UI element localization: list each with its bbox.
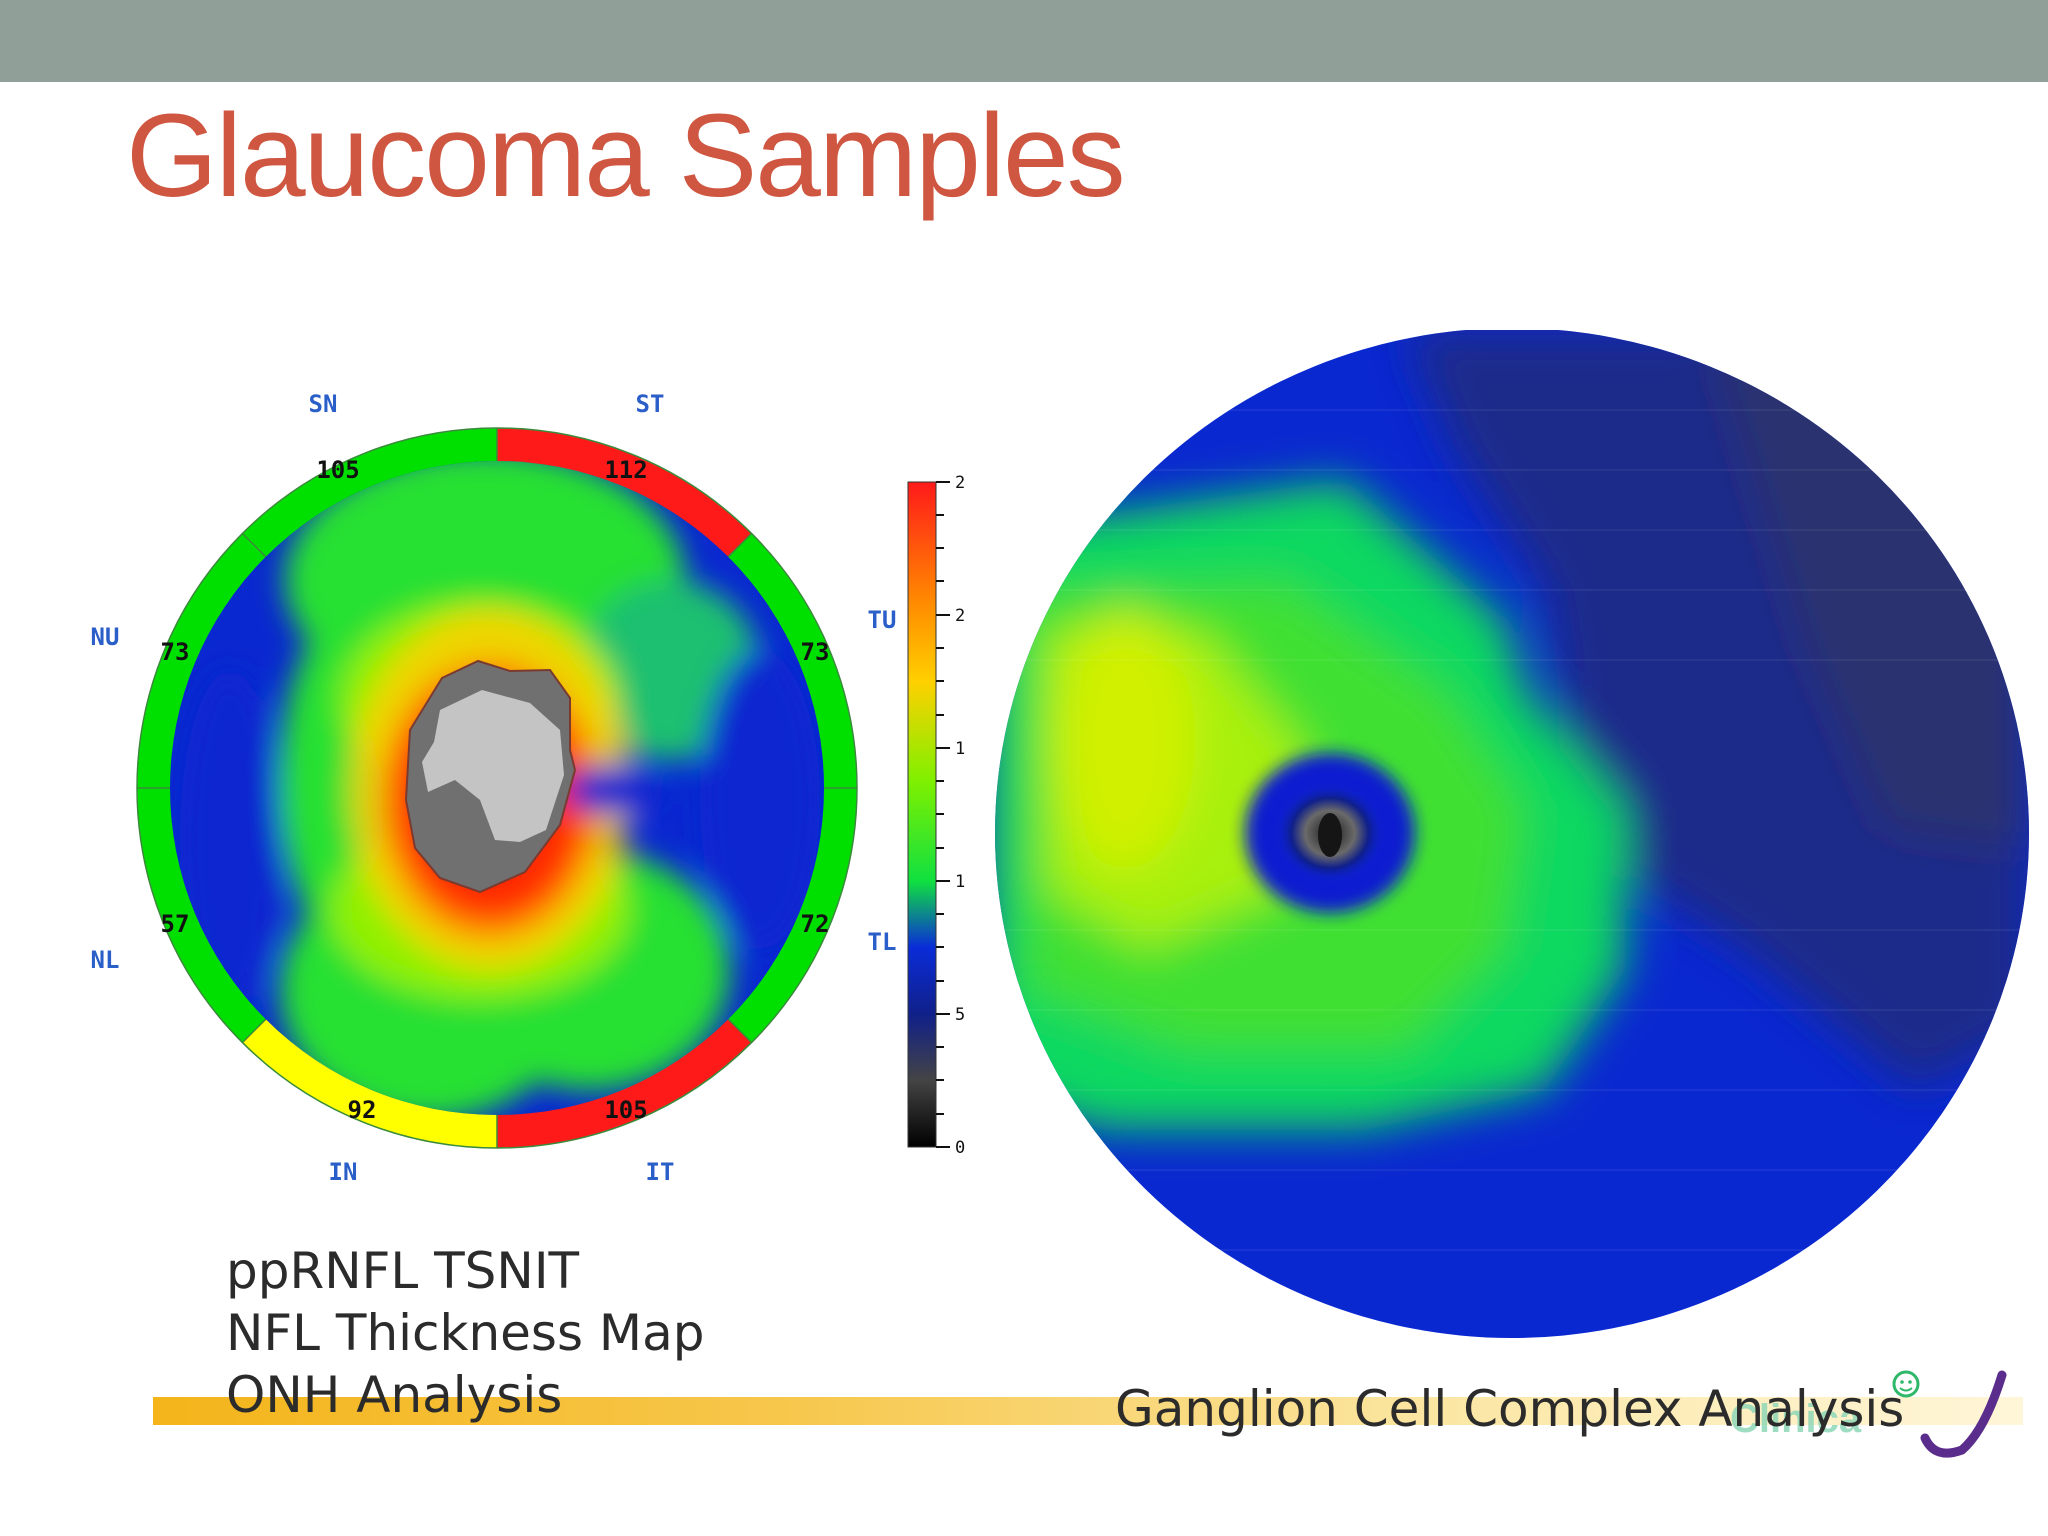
sector-value-nl: 57 [161,910,190,938]
sector-value-sn: 105 [316,456,359,484]
sector-ring [136,427,858,1149]
sector-label-st: ST [636,390,665,418]
scale-tick-label: 1 [955,872,965,892]
scale-tick-label: 2 [955,606,965,626]
decorative-underline [153,1397,2023,1425]
rnfl-thickness-map: 105 112 73 73 57 72 92 105 SN ST NU TU N… [91,390,966,1186]
scale-tick-label: 1 [955,739,965,759]
sector-value-tl: 72 [801,910,830,938]
sector-label-nl: NL [91,946,120,974]
sector-label-tl: TL [868,928,897,956]
sector-value-it: 105 [604,1096,647,1124]
clinica-logo: Clinica [1730,1370,2007,1458]
color-scale: 2 2 1 1 5 0 [907,473,965,1158]
sector-label-tu: TU [868,606,897,634]
scale-tick-label: 0 [955,1138,965,1158]
caption-left: ppRNFL TSNIT NFL Thickness Map ONH Analy… [226,1240,704,1426]
sector-value-in: 92 [348,1096,377,1124]
sector-label-it: IT [646,1158,675,1186]
sector-label-nu: NU [91,623,120,651]
thickness-map-field [170,461,824,1115]
caption-line: ppRNFL TSNIT [226,1242,580,1300]
caption-right: Ganglion Cell Complex Analysis [1115,1380,1905,1438]
sector-value-nu: 73 [161,638,190,666]
sector-value-tu: 73 [801,638,830,666]
sector-label-in: IN [329,1158,358,1186]
scale-tick-label: 5 [955,1005,965,1025]
caption-line: NFL Thickness Map [226,1304,705,1362]
svg-text:Clinica: Clinica [1730,1397,1862,1441]
sector-value-st: 112 [604,456,647,484]
sector-label-sn: SN [309,390,338,418]
scale-tick-label: 2 [955,473,965,493]
caption-line: ONH Analysis [226,1366,563,1424]
gcc-thickness-map [995,330,2029,1338]
top-banner [0,0,2048,82]
slide-title: Glaucoma Samples [126,90,1126,222]
